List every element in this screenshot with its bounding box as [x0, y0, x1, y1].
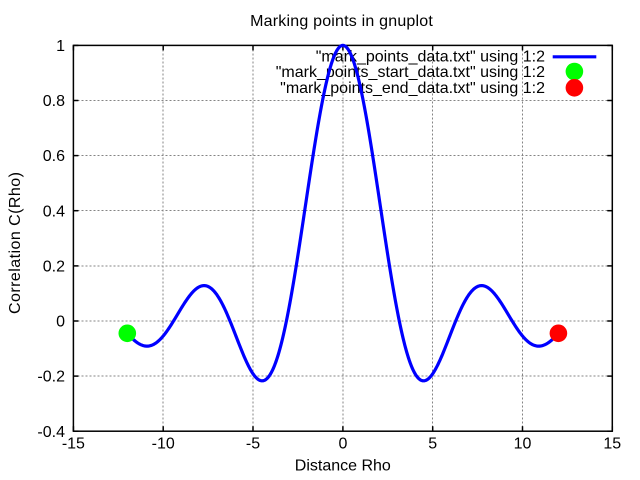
svg-text:15: 15: [603, 436, 621, 453]
svg-text:-15: -15: [62, 436, 85, 453]
svg-text:Correlation C(Rho): Correlation C(Rho): [7, 172, 24, 314]
svg-text:0: 0: [56, 314, 65, 331]
svg-text:10: 10: [514, 436, 532, 453]
svg-text:0.4: 0.4: [43, 203, 65, 220]
svg-text:Distance Rho: Distance Rho: [295, 458, 391, 475]
svg-text:"mark_points_data.txt" using 1: "mark_points_data.txt" using 1:2: [316, 48, 545, 65]
svg-text:0: 0: [338, 436, 347, 453]
svg-text:5: 5: [428, 436, 437, 453]
svg-text:-10: -10: [152, 436, 175, 453]
svg-text:-0.2: -0.2: [37, 369, 65, 386]
svg-text:Marking points in gnuplot: Marking points in gnuplot: [250, 13, 433, 30]
svg-text:-0.4: -0.4: [37, 424, 65, 441]
svg-text:"mark_points_end_data.txt" usi: "mark_points_end_data.txt" using 1:2: [280, 80, 545, 97]
svg-text:-5: -5: [246, 436, 260, 453]
svg-text:1: 1: [56, 38, 65, 55]
svg-text:"mark_points_start_data.txt" u: "mark_points_start_data.txt" using 1:2: [276, 64, 545, 81]
svg-text:0.6: 0.6: [43, 148, 65, 165]
svg-text:0.8: 0.8: [43, 93, 65, 110]
svg-text:0.2: 0.2: [43, 259, 65, 276]
